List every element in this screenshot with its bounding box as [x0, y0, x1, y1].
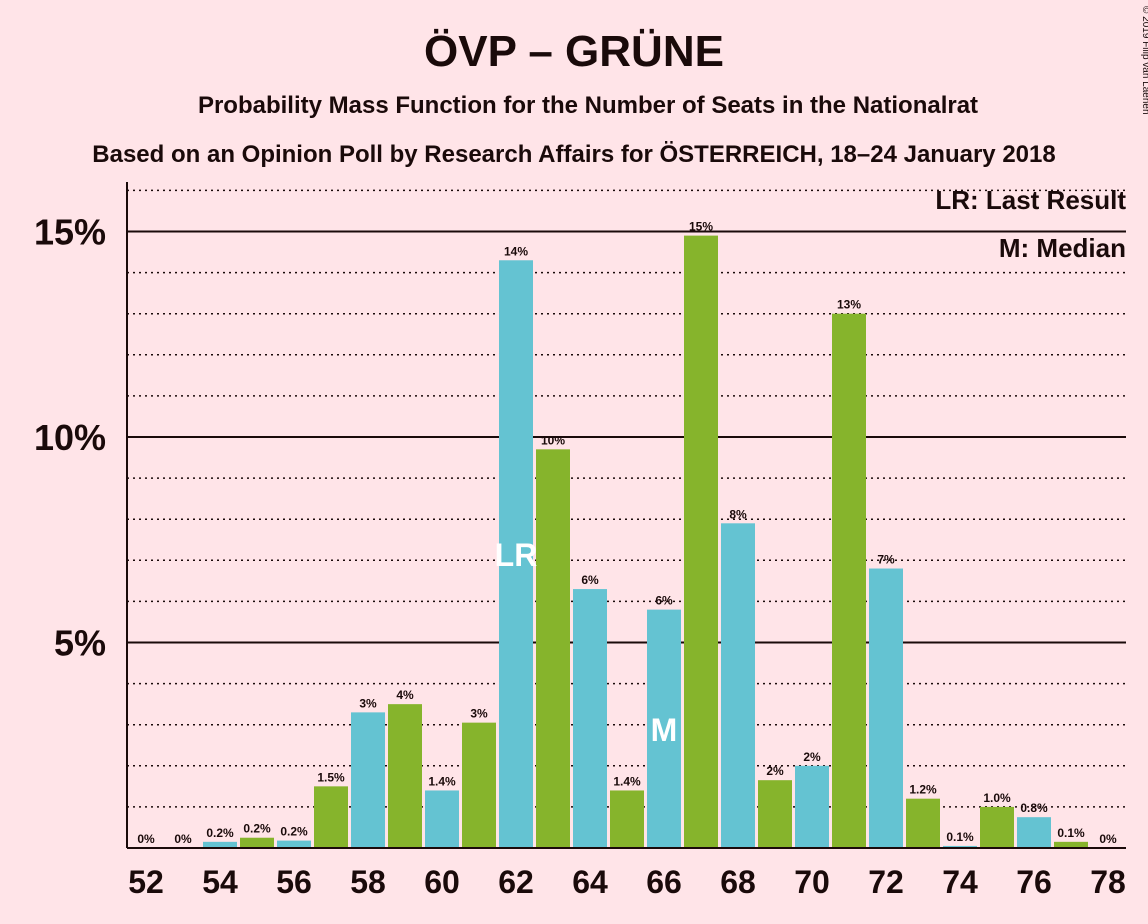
value-label-74: 0.1% [946, 830, 974, 844]
value-label-66: 6% [655, 594, 673, 608]
copyright-note: © 2019 Filip van Laenen [1140, 6, 1148, 115]
value-label-63: 10% [541, 433, 565, 447]
chart-subtitle-2: Based on an Opinion Poll by Research Aff… [92, 141, 1055, 168]
x-tick-label: 54 [202, 864, 238, 900]
bar-76 [1017, 817, 1051, 848]
value-label-69: 2% [766, 764, 784, 778]
bar-70 [795, 765, 829, 848]
x-tick-label: 60 [424, 864, 460, 900]
legend-median: M: Median [999, 233, 1126, 263]
x-tick-label: 72 [868, 864, 904, 900]
value-label-60: 1.4% [428, 774, 456, 788]
bar-55 [240, 837, 274, 848]
x-tick-label: 70 [794, 864, 830, 900]
value-labels: 0% 0% 0.2% 0.2% 0.2% 1.5% 3% 4% 1.4% 3% 14% 10% 6% 1.… [137, 220, 1117, 846]
value-label-54: 0.2% [206, 826, 234, 840]
bar-63 [536, 449, 570, 848]
bar-61 [462, 722, 496, 848]
value-label-55: 0.2% [243, 822, 271, 836]
bar-67 [684, 235, 718, 849]
bar-68 [721, 523, 755, 848]
grid-lines [127, 189, 1126, 808]
bar-66 [647, 609, 681, 848]
chart-title: ÖVP – GRÜNE [424, 27, 724, 76]
value-label-68: 8% [729, 507, 747, 521]
bar-71 [832, 313, 866, 848]
bar-58 [351, 712, 385, 848]
value-label-59: 4% [396, 688, 414, 702]
value-label-56: 0.2% [280, 825, 308, 839]
value-label-62: 14% [504, 244, 528, 258]
bar-69 [758, 780, 792, 848]
bar-54 [203, 841, 237, 848]
y-tick-label: 10% [34, 417, 106, 458]
x-tick-label: 56 [276, 864, 312, 900]
x-tick-label: 66 [646, 864, 682, 900]
x-tick-label: 76 [1016, 864, 1052, 900]
bar-74 [943, 845, 977, 848]
bar-64 [573, 589, 607, 848]
bar-73 [906, 798, 940, 848]
last-result-marker: LR [495, 537, 538, 573]
x-tick-label: 68 [720, 864, 756, 900]
value-label-57: 1.5% [317, 770, 345, 784]
y-tick-label: 15% [34, 212, 106, 253]
legend-last-result: LR: Last Result [935, 185, 1126, 215]
bar-77 [1054, 841, 1088, 848]
markers: LR M [495, 537, 678, 748]
bar-65 [610, 790, 644, 848]
x-tick-label: 74 [942, 864, 978, 900]
value-label-61: 3% [470, 707, 488, 721]
value-label-58: 3% [359, 696, 377, 710]
value-label-67: 15% [689, 220, 713, 234]
value-label-64: 6% [581, 573, 599, 587]
value-label-52: 0% [137, 832, 155, 846]
value-label-77: 0.1% [1057, 826, 1085, 840]
x-tick-label: 64 [572, 864, 608, 900]
x-tick-label: 78 [1090, 864, 1126, 900]
median-marker: M [651, 712, 678, 748]
bar-56 [277, 840, 311, 848]
x-tick-label: 58 [350, 864, 386, 900]
value-label-76: 0.8% [1020, 801, 1048, 815]
y-tick-label: 5% [54, 623, 106, 664]
bar-59 [388, 704, 422, 848]
value-label-73: 1.2% [909, 783, 937, 797]
value-label-75: 1.0% [983, 791, 1011, 805]
axes: 5% 10% 15% 52 54 56 58 60 62 64 66 68 70 72 74 76 78 [34, 182, 1126, 900]
bar-72 [869, 568, 903, 848]
value-label-70: 2% [803, 750, 821, 764]
value-label-53: 0% [174, 832, 192, 846]
chart-subtitle: Probability Mass Function for the Number… [198, 92, 978, 119]
value-label-71: 13% [837, 298, 861, 312]
bars [203, 235, 1088, 849]
value-label-78: 0% [1099, 832, 1117, 846]
bar-75 [980, 806, 1014, 848]
bar-60 [425, 790, 459, 848]
value-label-65: 1.4% [613, 774, 641, 788]
bar-62 [499, 260, 533, 848]
x-tick-label: 62 [498, 864, 534, 900]
bar-57 [314, 786, 348, 848]
x-tick-label: 52 [128, 864, 164, 900]
value-label-72: 7% [877, 553, 895, 567]
